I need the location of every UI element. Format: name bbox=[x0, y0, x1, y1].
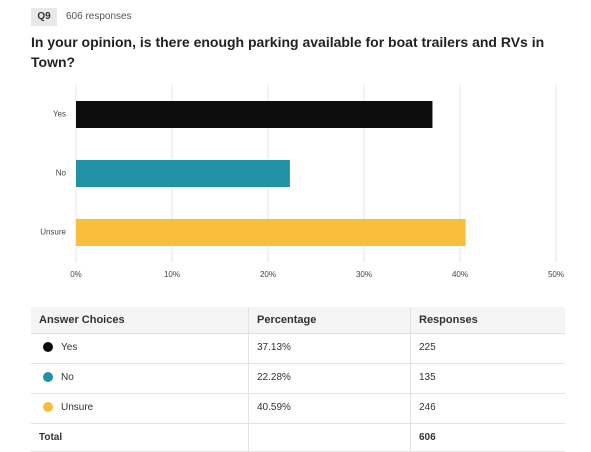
total-value: 606 bbox=[410, 424, 565, 451]
bar bbox=[76, 219, 466, 246]
column-header: Answer Choices bbox=[39, 314, 125, 326]
table-cell: 225 bbox=[410, 334, 565, 363]
cell-text: 135 bbox=[419, 372, 436, 383]
results-table: Answer Choices Percentage Responses Yes 37.1… bbox=[31, 307, 565, 452]
y-tick-label: Yes bbox=[53, 110, 66, 119]
column-header: Responses bbox=[410, 307, 565, 333]
bar bbox=[76, 160, 290, 187]
chart: 0% 10% 20% 30% 40% 50% Yes No Unsure bbox=[40, 85, 564, 279]
x-tick-label: 50% bbox=[548, 270, 564, 279]
table-cell: 40.59% bbox=[248, 394, 410, 423]
legend-dot bbox=[43, 342, 53, 352]
cell-text: 246 bbox=[419, 402, 436, 413]
x-tick-label: 10% bbox=[164, 270, 180, 279]
legend-dot bbox=[43, 402, 53, 412]
question-badge: Q9 bbox=[31, 8, 57, 26]
cell-text: 37.13% bbox=[257, 342, 291, 353]
y-tick-label: Unsure bbox=[40, 228, 66, 237]
table-row: Unsure 40.59% 246 bbox=[31, 394, 565, 424]
x-tick-label: 40% bbox=[452, 270, 468, 279]
table-cell: No bbox=[31, 364, 248, 393]
response-count: 606 responses bbox=[66, 11, 132, 22]
total-row: Total 606 bbox=[31, 424, 565, 452]
cell-text: 225 bbox=[419, 342, 436, 353]
cell-text: Unsure bbox=[61, 402, 94, 413]
x-tick-label: 30% bbox=[356, 270, 372, 279]
cell-text: No bbox=[61, 372, 74, 383]
table-cell: Unsure bbox=[31, 394, 248, 423]
table-cell: 22.28% bbox=[248, 364, 410, 393]
y-tick-label: No bbox=[56, 169, 67, 178]
chart-title: In your opinion, is there enough parking… bbox=[31, 34, 545, 70]
legend-dot bbox=[43, 372, 53, 382]
column-header: Percentage bbox=[248, 307, 410, 333]
table-cell: Yes bbox=[31, 334, 248, 363]
table-row: No 22.28% 135 bbox=[31, 364, 565, 394]
table-cell: 135 bbox=[410, 364, 565, 393]
total-label: Total bbox=[39, 432, 63, 443]
cell-text: 22.28% bbox=[257, 372, 291, 383]
bar bbox=[76, 101, 433, 128]
x-tick-label: 0% bbox=[70, 270, 82, 279]
table-cell: 246 bbox=[410, 394, 565, 423]
x-tick-label: 20% bbox=[260, 270, 276, 279]
cell-text: Yes bbox=[61, 342, 78, 353]
table-row: Yes 37.13% 225 bbox=[31, 334, 565, 364]
table-cell bbox=[248, 424, 410, 451]
cell-text: 40.59% bbox=[257, 402, 291, 413]
table-cell: 37.13% bbox=[248, 334, 410, 363]
header-row: Answer Choices Percentage Responses bbox=[31, 307, 565, 334]
